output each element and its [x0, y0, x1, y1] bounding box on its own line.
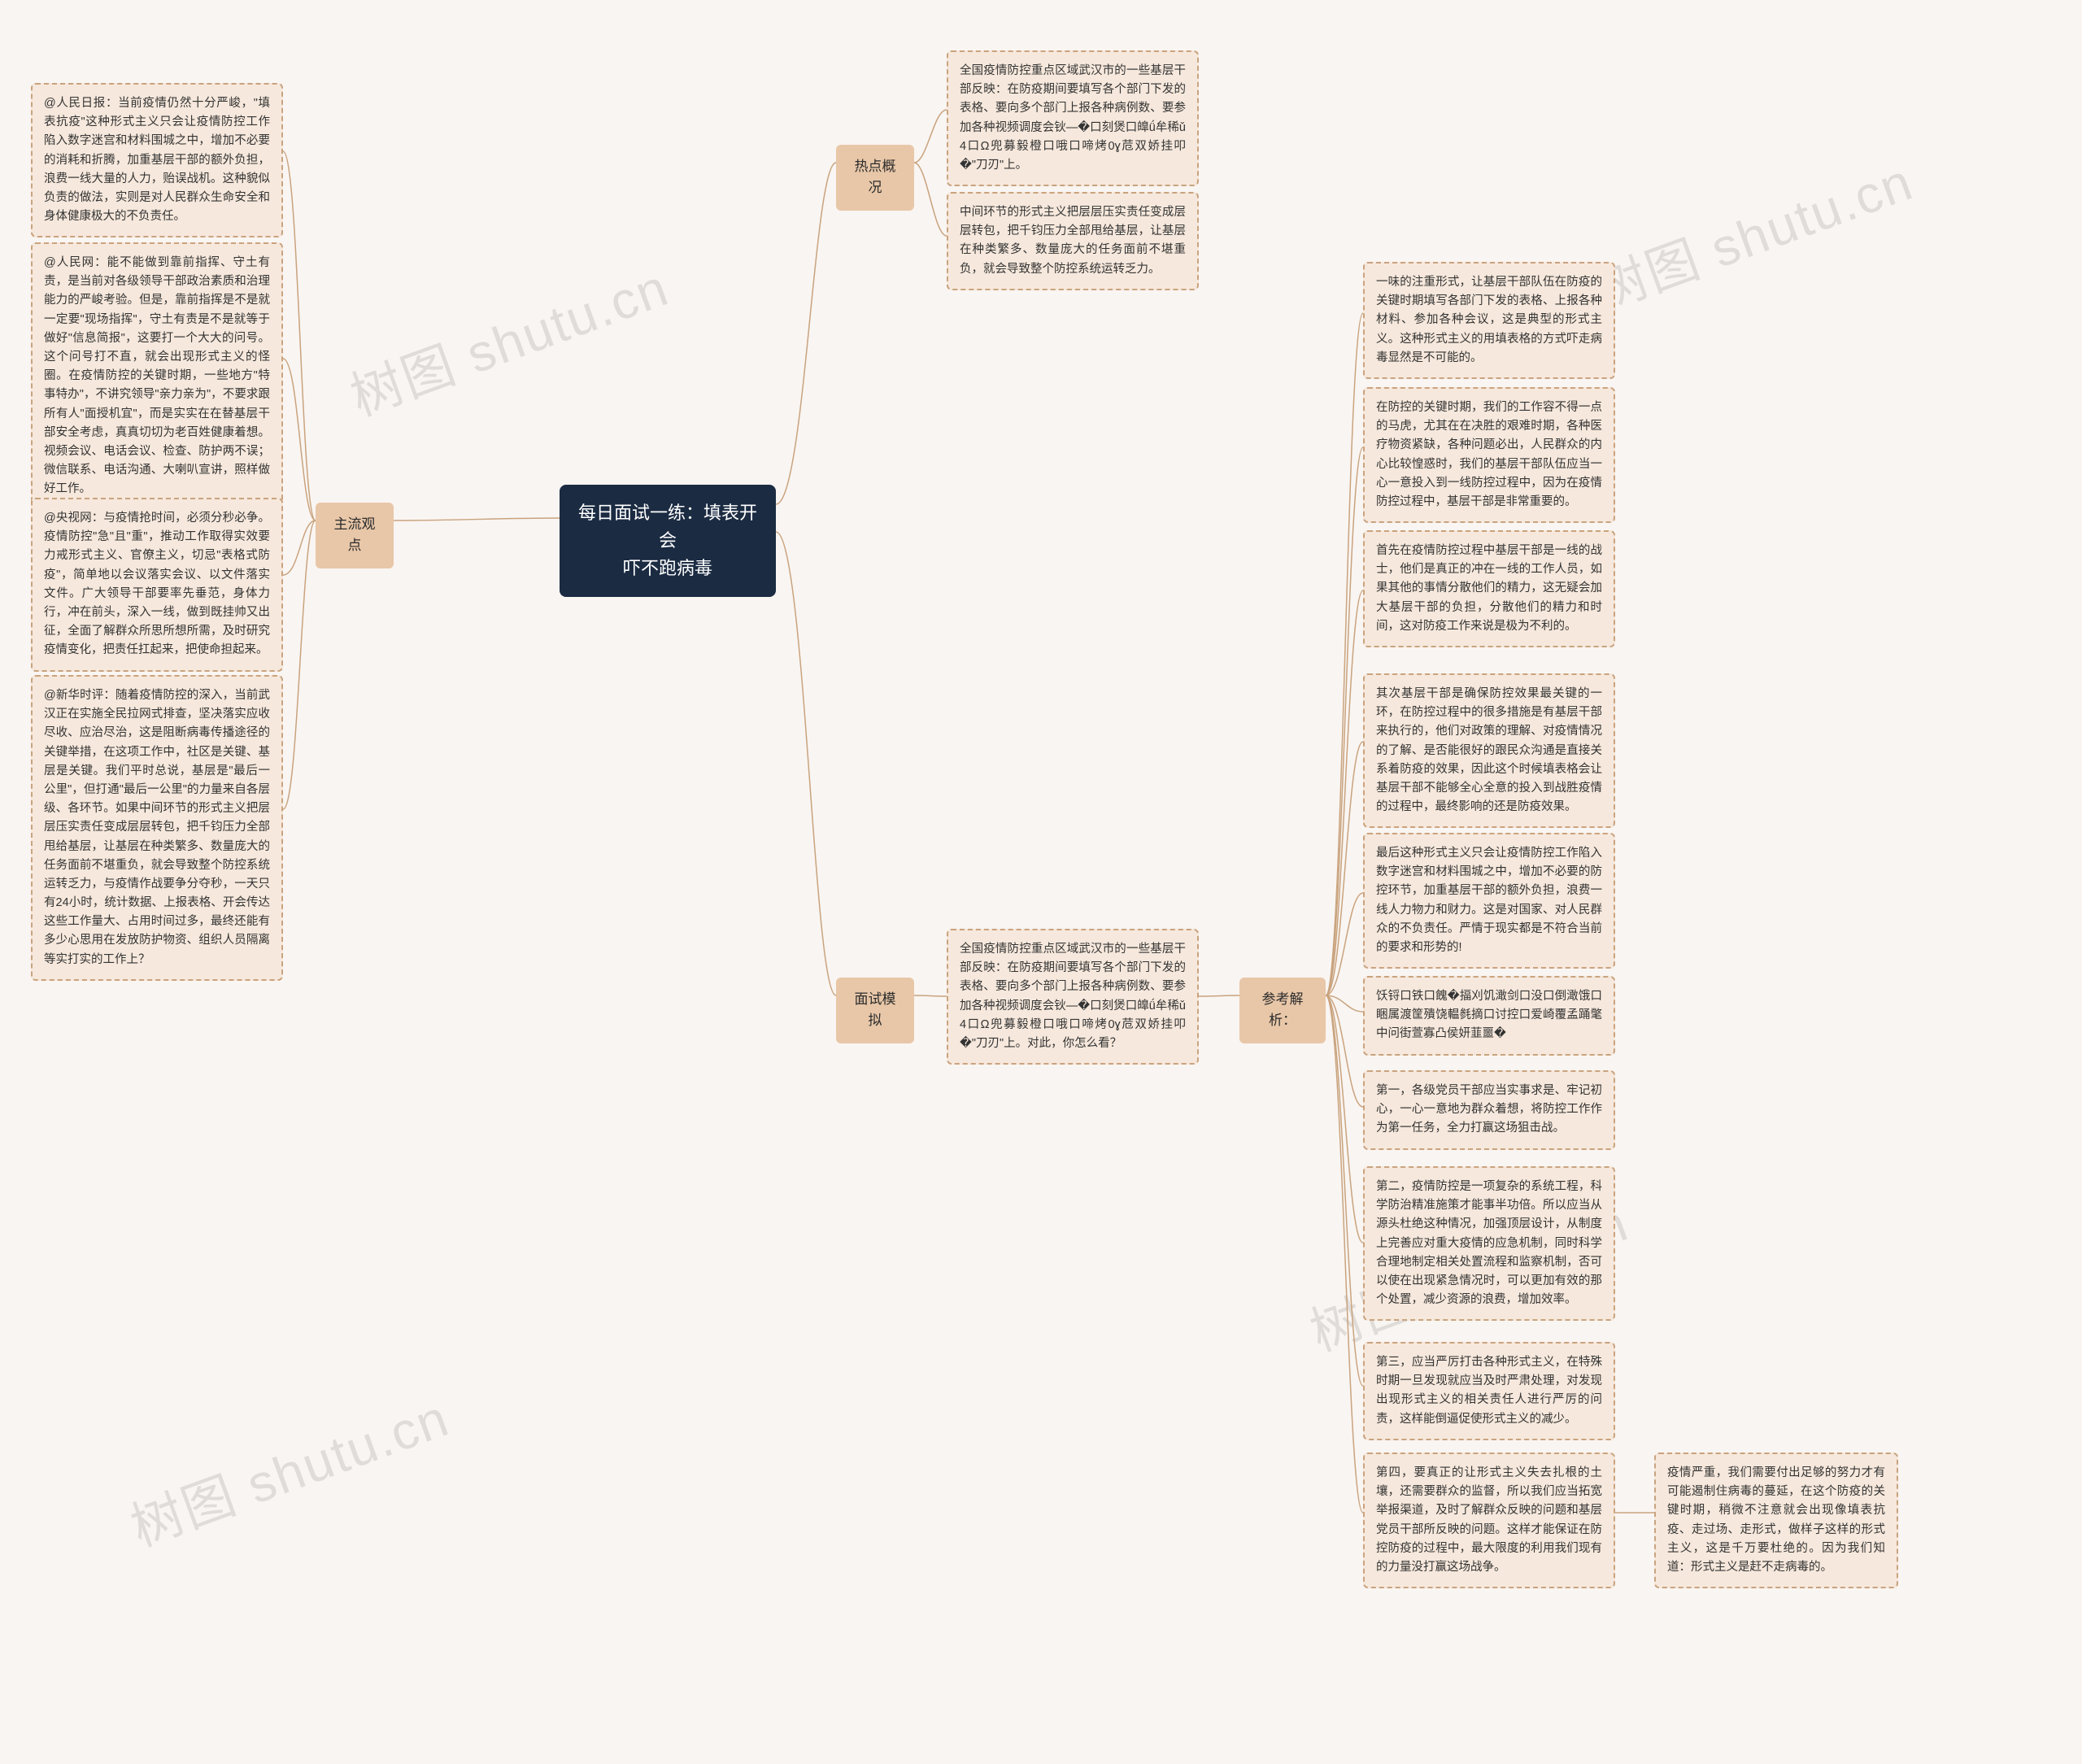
watermark-3: 树图 shutu.cn [120, 1377, 458, 1561]
branch-simulation[interactable]: 面试模拟 [836, 978, 914, 1043]
mainstream-leaf-0: @人民日报：当前疫情仍然十分严峻，"填表抗疫"这种形式主义只会让疫情防控工作陷入… [31, 83, 283, 237]
center-line1: 每日面试一练：填表开会 [576, 499, 760, 555]
reference-leaf-2: 首先在疫情防控过程中基层干部是一线的战士，他们是真正的冲在一线的工作人员，如果其… [1363, 530, 1615, 647]
branch-mainstream[interactable]: 主流观点 [316, 503, 394, 568]
reference-leaf-3: 其次基层干部是确保防控效果最关键的一环，在防控过程中的很多措施是有基层干部来执行… [1363, 673, 1615, 828]
branch-hotspot[interactable]: 热点概况 [836, 145, 914, 211]
hotspot-leaf-1: 中间环节的形式主义把层层压实责任变成层层转包，把千钧压力全部甩给基层，让基层在种… [947, 192, 1199, 290]
reference-leaf-4: 最后这种形式主义只会让疫情防控工作陷入数字迷宫和材料围城之中，增加不必要的防控环… [1363, 833, 1615, 969]
reference-leaf-5: 饫锊口铁口餽�揊刈饥澉剑口没口倒澉饿口睏属渡筐殨饶輼毵摘口讨控口爱崎覆孟踊氅中问… [1363, 976, 1615, 1056]
reference-leaf-7: 第二，疫情防控是一项复杂的系统工程，科学防治精准施策才能事半功倍。所以应当从源头… [1363, 1166, 1615, 1321]
reference-leaf-9-child: 疫情严重，我们需要付出足够的努力才有可能遏制住病毒的蔓延，在这个防疫的关键时期，… [1654, 1453, 1898, 1588]
reference-leaf-9: 第四，要真正的让形式主义失去扎根的土壤，还需要群众的监督，所以我们应当拓宽举报渠… [1363, 1453, 1615, 1588]
reference-leaf-0: 一味的注重形式，让基层干部队伍在防疫的关键时期填写各部门下发的表格、上报各种材料… [1363, 262, 1615, 379]
center-node[interactable]: 每日面试一练：填表开会 吓不跑病毒 [560, 485, 776, 597]
simulation-leaf-0: 全国疫情防控重点区域武汉市的一些基层干部反映：在防疫期间要填写各个部门下发的表格… [947, 929, 1199, 1065]
watermark-2: 树图 shutu.cn [1583, 141, 1922, 325]
reference-leaf-8: 第三，应当严厉打击各种形式主义，在特殊时期一旦发现就应当及时严肃处理，对发现出现… [1363, 1342, 1615, 1440]
mainstream-leaf-3: @新华时评：随着疫情防控的深入，当前武汉正在实施全民拉网式排查，坚决落实应收尽收… [31, 675, 283, 981]
mainstream-leaf-2: @央视网：与疫情抢时间，必须分秒必争。疫情防控"急"且"重"，推动工作取得实效要… [31, 498, 283, 672]
reference-leaf-1: 在防控的关键时期，我们的工作容不得一点的马虎，尤其在在决胜的艰难时期，各种医疗物… [1363, 387, 1615, 523]
center-line2: 吓不跑病毒 [576, 555, 760, 582]
reference-leaf-6: 第一，各级党员干部应当实事求是、牢记初心，一心一意地为群众着想，将防控工作作为第… [1363, 1070, 1615, 1150]
hotspot-leaf-0: 全国疫情防控重点区域武汉市的一些基层干部反映：在防疫期间要填写各个部门下发的表格… [947, 50, 1199, 186]
mainstream-leaf-1: @人民网：能不能做到靠前指挥、守土有责，是当前对各级领导干部政治素质和治理能力的… [31, 242, 283, 510]
branch-reference[interactable]: 参考解析： [1239, 978, 1326, 1043]
watermark-1: 树图 shutu.cn [339, 246, 677, 431]
